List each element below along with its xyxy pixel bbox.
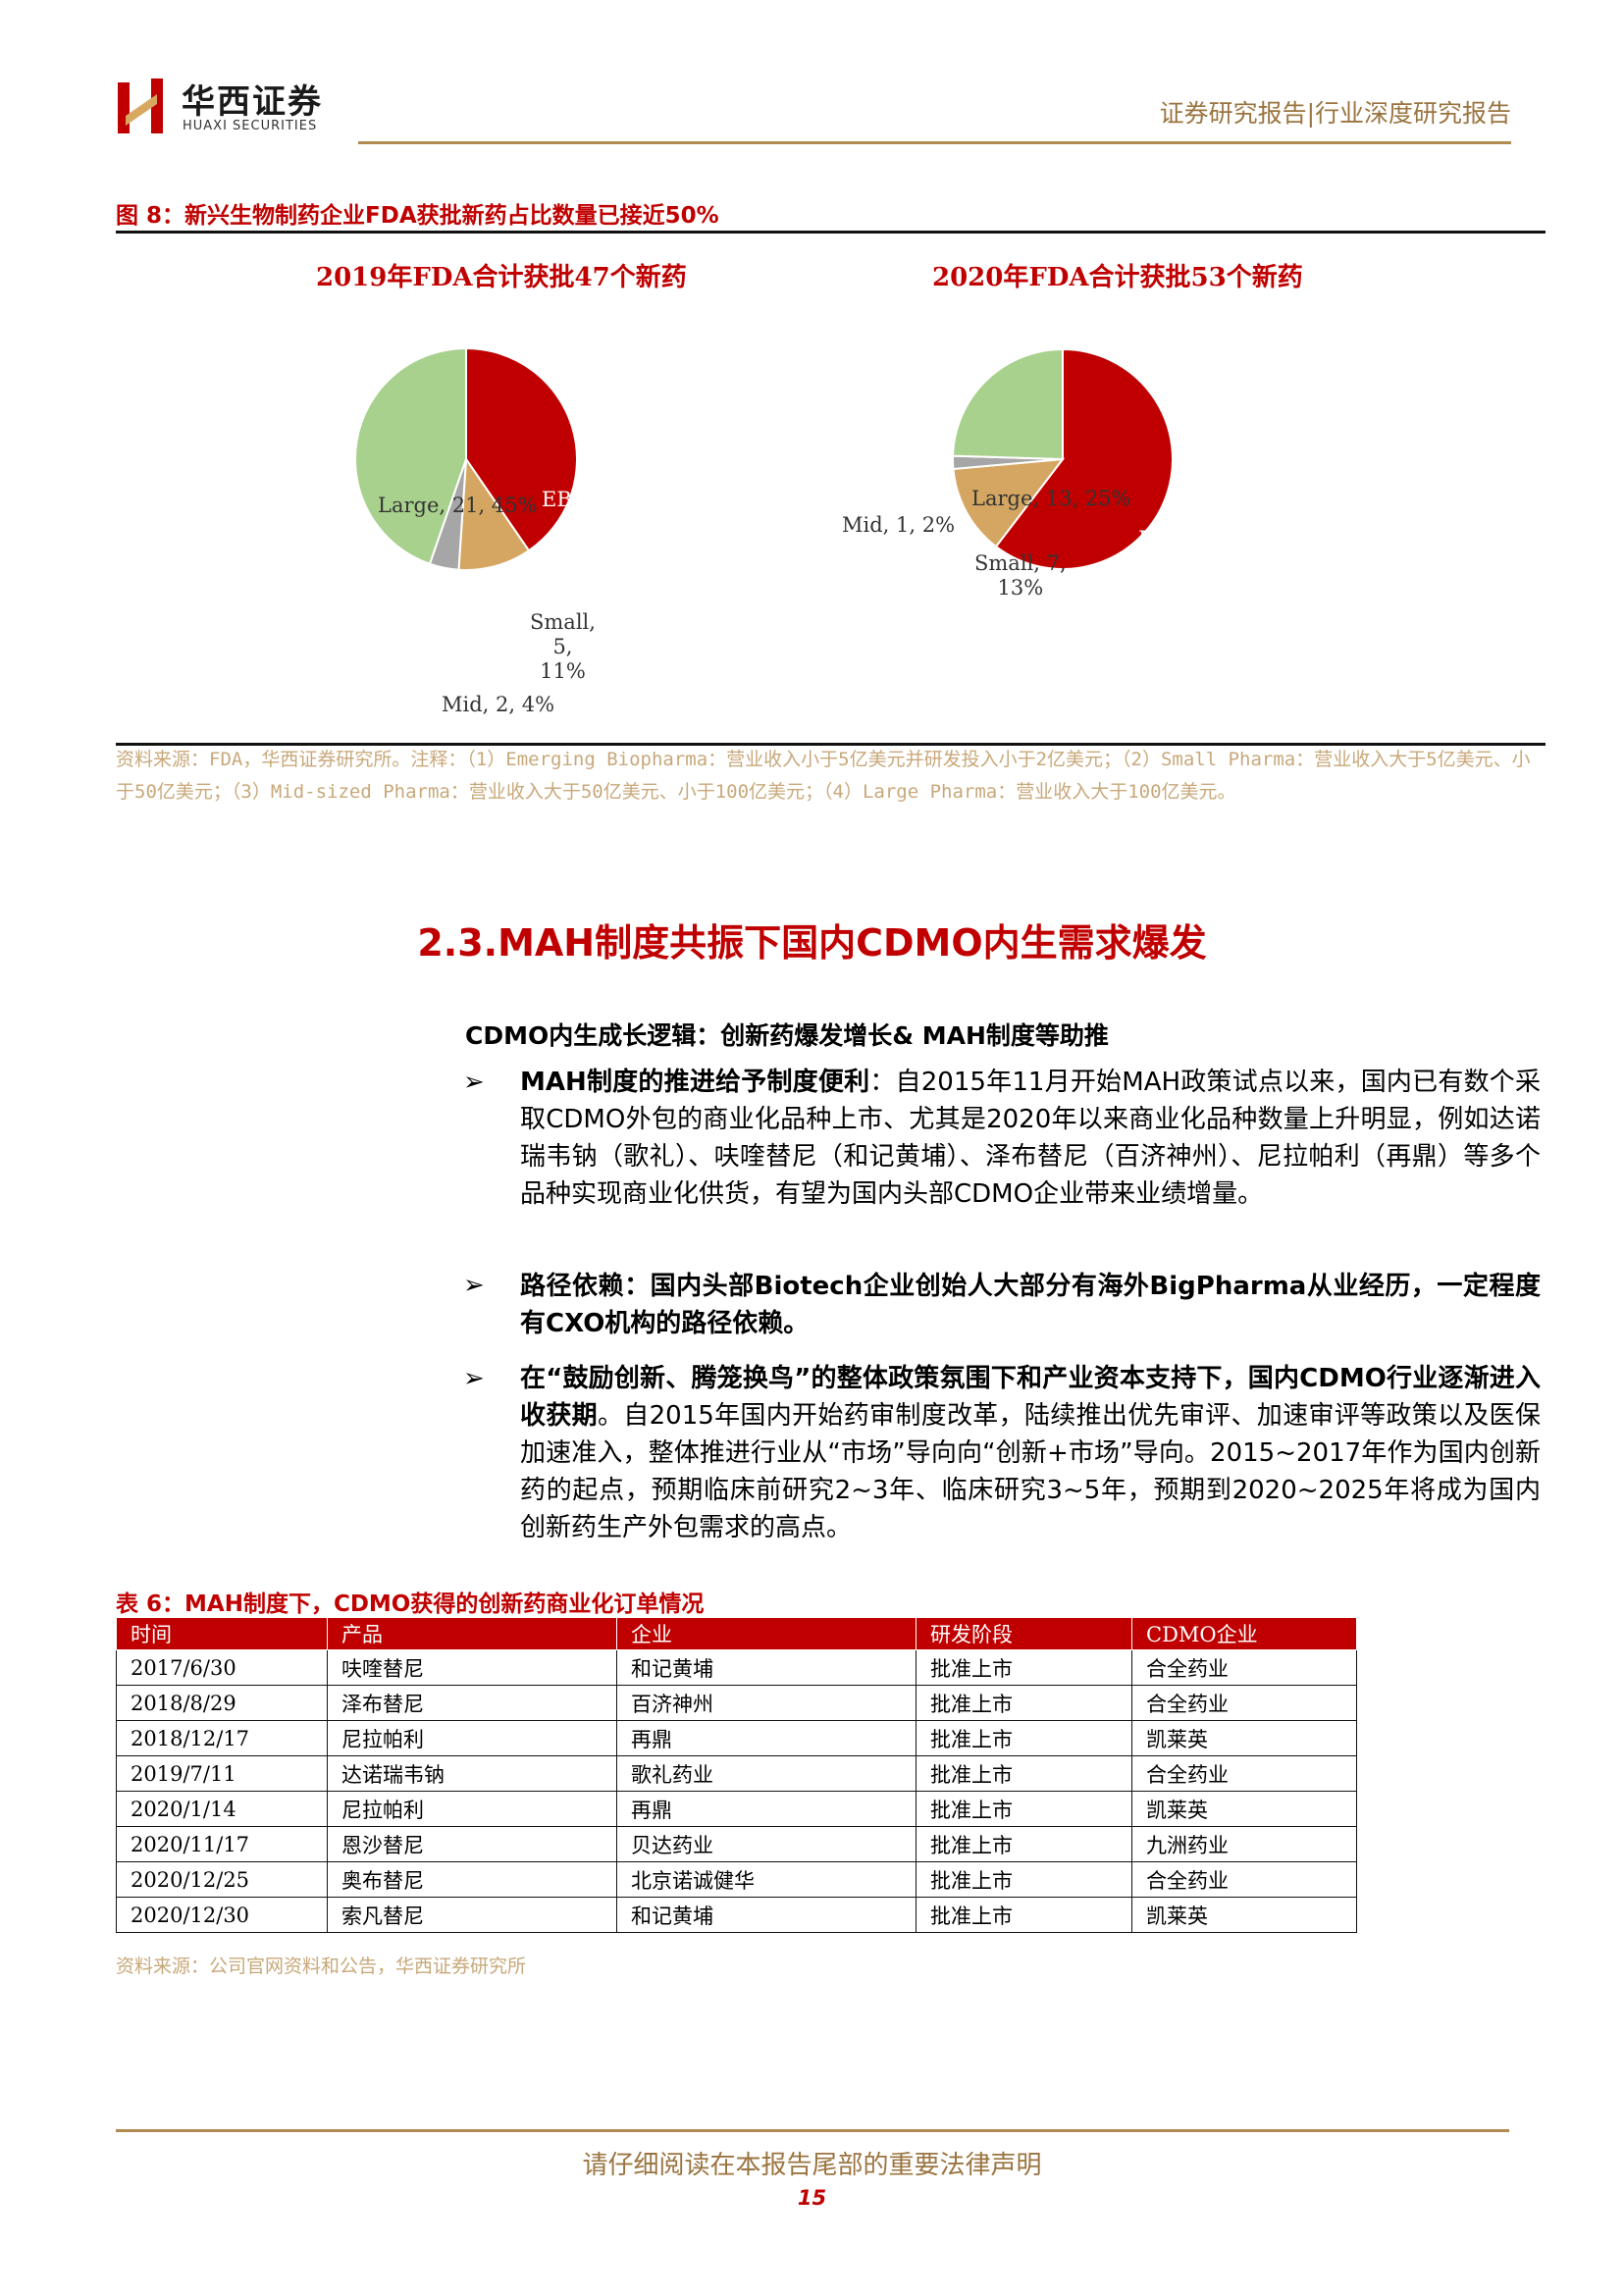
cell-company: 百济神州 — [616, 1685, 917, 1721]
cell-company: 北京诺诚健华 — [616, 1861, 917, 1898]
bullet-arrow-icon: ➢ — [463, 1364, 485, 1393]
figure-source-note: 资料来源：FDA，华西证券研究所。注释：（1）Emerging Biopharm… — [116, 749, 1531, 803]
pie-slice-large — [354, 346, 467, 566]
cell-cdmo: 合全药业 — [1131, 1649, 1357, 1686]
cell-cdmo: 凯莱英 — [1131, 1897, 1357, 1933]
cell-product: 泽布替尼 — [327, 1685, 617, 1721]
pie-2020-title: 2020年FDA合计获批53个新药 — [932, 263, 1303, 292]
cell-date: 2020/1/14 — [116, 1791, 328, 1827]
figure-bottom-divider — [116, 743, 1545, 746]
cell-date: 2020/12/30 — [116, 1897, 328, 1933]
pie-2019-label-ebp: EBP, 19, 40% — [542, 488, 680, 511]
cell-product: 奥布替尼 — [327, 1861, 617, 1898]
cell-company: 再鼎 — [616, 1720, 917, 1756]
pie-2019-label-large: Large, 21, 45% — [378, 494, 538, 517]
cell-date: 2020/11/17 — [116, 1826, 328, 1862]
table-row: 2020/1/14 尼拉帕利 再鼎 批准上市 凯莱英 — [116, 1791, 1357, 1827]
cell-stage: 批准上市 — [916, 1791, 1132, 1827]
cell-product: 达诺瑞韦钠 — [327, 1755, 617, 1792]
huaxi-logo-icon — [118, 78, 163, 133]
table-row: 2020/12/30 索凡替尼 和记黄埔 批准上市 凯莱英 — [116, 1897, 1357, 1933]
page-number: 15 — [797, 2186, 827, 2210]
cell-cdmo: 合全药业 — [1131, 1861, 1357, 1898]
cell-stage: 批准上市 — [916, 1897, 1132, 1933]
cell-stage: 批准上市 — [916, 1685, 1132, 1721]
cell-product: 恩沙替尼 — [327, 1826, 617, 1862]
cell-stage: 批准上市 — [916, 1861, 1132, 1898]
logo-en-text: HUAXI SECURITIES — [183, 119, 318, 133]
pie-2019-label-small: Small, 5, 11% — [530, 610, 596, 683]
cell-date: 2020/12/25 — [116, 1861, 328, 1898]
cell-product: 索凡替尼 — [327, 1897, 617, 1933]
pie-slice-ebp — [994, 347, 1174, 570]
cell-cdmo: 凯莱英 — [1131, 1720, 1357, 1756]
table-source-note: 资料来源：公司官网资料和公告，华西证券研究所 — [116, 1956, 527, 1977]
cell-company: 再鼎 — [616, 1791, 917, 1827]
pie-slice-large — [952, 347, 1064, 461]
table-row: 2020/12/25 奥布替尼 北京诺诚健华 批准上市 合全药业 — [116, 1861, 1357, 1898]
cell-date: 2018/8/29 — [116, 1685, 328, 1721]
cell-cdmo: 凯莱英 — [1131, 1791, 1357, 1827]
section-title: 2.3.MAH制度共振下国内CDMO内生需求爆发 — [417, 921, 1207, 965]
header-divider — [358, 141, 1511, 144]
table-row: 2019/7/11 达诺瑞韦钠 歌礼药业 批准上市 合全药业 — [116, 1755, 1357, 1792]
cell-product: 呋喹替尼 — [327, 1649, 617, 1686]
pie-2020-label-large: Large, 13, 25% — [971, 487, 1131, 510]
table-row: 2020/11/17 恩沙替尼 贝达药业 批准上市 九洲药业 — [116, 1826, 1357, 1862]
cell-company: 歌礼药业 — [616, 1755, 917, 1792]
cell-stage: 批准上市 — [916, 1826, 1132, 1862]
bullet-paragraph-2: 路径依赖：国内头部Biotech企业创始人大部分有海外BigPharma从业经历… — [520, 1272, 1541, 1338]
cell-stage: 批准上市 — [916, 1720, 1132, 1756]
table-title: 表 6：MAH制度下，CDMO获得的创新药商业化订单情况 — [116, 1592, 705, 1617]
cell-product: 尼拉帕利 — [327, 1791, 617, 1827]
header-company: 企业 — [616, 1617, 917, 1650]
pie-chart-2019 — [354, 346, 578, 571]
pie-chart-2020 — [952, 347, 1174, 570]
legal-notice: 请仔细阅读在本报告尾部的重要法律声明 — [582, 2151, 1042, 2180]
figure-title: 图 8：新兴生物制药企业FDA获批新药占比数量已接近50% — [116, 203, 719, 229]
header-stage: 研发阶段 — [916, 1617, 1132, 1650]
cell-product: 尼拉帕利 — [327, 1720, 617, 1756]
pie-slice-small — [457, 456, 531, 571]
table-row: 2018/8/29 泽布替尼 百济神州 批准上市 合全药业 — [116, 1685, 1357, 1721]
table-row: 2017/6/30 呋喹替尼 和记黄埔 批准上市 合全药业 — [116, 1649, 1357, 1686]
bullet-paragraph-1: MAH制度的推进给予制度便利：自2015年11月开始MAH政策试点以来，国内已有… — [520, 1068, 1541, 1209]
cdmo-orders-table: 时间 产品 企业 研发阶段 CDMO企业 2017/6/30 呋喹替尼 和记黄埔 批准… — [116, 1617, 1357, 1933]
pie-slice-small — [952, 457, 1066, 548]
header-product: 产品 — [327, 1617, 617, 1650]
pie-2019-title: 2019年FDA合计获批47个新药 — [316, 263, 687, 292]
pie-2020-label-ebp: EBP, 32, 60% — [1138, 527, 1277, 550]
cell-cdmo: 合全药业 — [1131, 1755, 1357, 1792]
table-header-row: 时间 产品 企业 研发阶段 CDMO企业 — [116, 1617, 1357, 1650]
pie-slice-ebp — [465, 346, 578, 552]
cell-date: 2017/6/30 — [116, 1649, 328, 1686]
bullet-paragraph-3: 在“鼓励创新、腾笼换鸟”的整体政策氛围下和产业资本支持下，国内CDMO行业逐渐进… — [520, 1364, 1541, 1542]
header-date: 时间 — [116, 1617, 328, 1650]
figure-top-divider — [116, 231, 1545, 234]
cell-cdmo: 合全药业 — [1131, 1685, 1357, 1721]
pie-2020-label-mid: Mid, 1, 2% — [842, 513, 956, 537]
report-type-label: 证券研究报告|行业深度研究报告 — [1159, 99, 1511, 128]
bullet-arrow-icon: ➢ — [463, 1068, 485, 1097]
footer-divider — [116, 2129, 1509, 2132]
table-row: 2018/12/17 尼拉帕利 再鼎 批准上市 凯莱英 — [116, 1720, 1357, 1756]
cell-company: 和记黄埔 — [616, 1897, 917, 1933]
logo-cn-text: 华西证券 — [182, 82, 323, 122]
bullet-arrow-icon: ➢ — [463, 1271, 485, 1300]
pie-2019-label-mid: Mid, 2, 4% — [442, 693, 555, 716]
cell-company: 贝达药业 — [616, 1826, 917, 1862]
cell-company: 和记黄埔 — [616, 1649, 917, 1686]
cell-stage: 批准上市 — [916, 1649, 1132, 1686]
cell-cdmo: 九洲药业 — [1131, 1826, 1357, 1862]
sub-heading: CDMO内生成长逻辑：创新药爆发增长& MAH制度等助推 — [465, 1021, 1109, 1050]
header-cdmo: CDMO企业 — [1131, 1617, 1357, 1650]
cell-stage: 批准上市 — [916, 1755, 1132, 1792]
pie-2020-label-small: Small, 7, 13% — [974, 551, 1067, 600]
cell-date: 2018/12/17 — [116, 1720, 328, 1756]
cell-date: 2019/7/11 — [116, 1755, 328, 1792]
